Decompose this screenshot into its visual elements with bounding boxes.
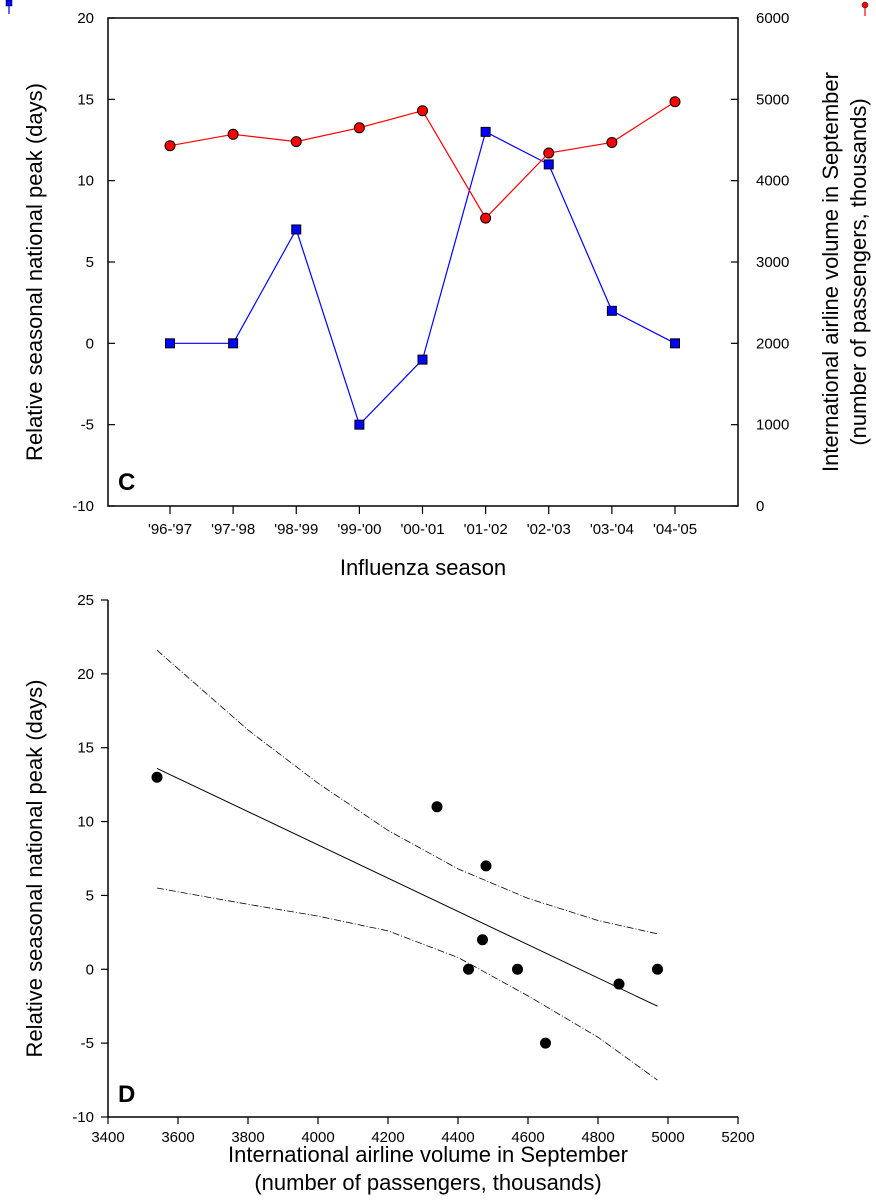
relative-peak-point — [417, 354, 428, 365]
airline-volume-point — [669, 96, 681, 108]
y-tick-label: 20 — [77, 666, 94, 683]
scatter-point — [540, 1037, 551, 1049]
right-y-axis-label-line2: (number of passengers, thousands) — [846, 98, 871, 445]
y-tick-label: 5 — [86, 887, 94, 904]
right-axis-legend-circle-marker — [861, 1, 869, 9]
series-relative-peak-line — [170, 130, 676, 426]
y-tick-label: 0 — [86, 961, 94, 978]
airline-volume-point — [290, 136, 302, 148]
right-y-tick-label: 3000 — [756, 254, 789, 271]
x-tick-label: '02-'03 — [527, 521, 571, 538]
confidence-band-lower — [156, 887, 658, 1081]
airline-volume-point — [543, 147, 555, 159]
x-tick-label: '97-'98 — [211, 521, 255, 538]
scatter-point — [652, 963, 663, 975]
relative-peak-point — [606, 305, 617, 316]
y-tick-label: 25 — [77, 592, 94, 609]
relative-peak-point — [165, 338, 175, 349]
left-y-tick-label: -5 — [81, 417, 94, 434]
left-y-tick-label: 5 — [86, 254, 94, 271]
scatter-point — [477, 934, 488, 946]
scatter-point — [480, 860, 492, 872]
airline-volume-point — [227, 128, 239, 140]
y-axis-label: Relative seasonal national peak (days) — [22, 680, 47, 1058]
right-y-tick-label: 5000 — [756, 91, 789, 108]
x-axis-label-line1: International airline volume in Septembe… — [228, 1142, 628, 1167]
x-tick-label: 4800 — [581, 1129, 614, 1146]
relative-peak-point — [291, 224, 302, 235]
x-tick-label: 3800 — [231, 1129, 264, 1146]
x-tick-label: 4400 — [441, 1129, 474, 1146]
right-y-tick-label: 1000 — [756, 417, 789, 434]
panel-letter: C — [118, 469, 135, 496]
left-y-tick-label: 0 — [86, 335, 94, 352]
scatter-point — [151, 771, 163, 783]
x-axis-label: Influenza season — [340, 555, 506, 580]
y-tick-label: 15 — [77, 740, 94, 757]
series-airline-volume-line — [169, 101, 676, 220]
airline-volume-point — [164, 140, 176, 152]
airline-volume-point — [417, 105, 428, 117]
right-y-tick-label: 4000 — [756, 173, 789, 190]
right-y-tick-label: 2000 — [756, 335, 789, 352]
regression-line — [156, 767, 658, 1007]
scatter-point — [431, 801, 443, 813]
relative-peak-point — [228, 338, 239, 349]
x-axis-label-line2: (number of passengers, thousands) — [254, 1170, 601, 1195]
panel-c-chart: -10 -5 0 5 10 15 20 0 1000 2000 3000 4000 5000 6000 '9… — [5, 0, 871, 580]
x-tick-label: '04-'05 — [653, 521, 697, 538]
right-y-tick-label: 0 — [756, 498, 764, 515]
confidence-band-upper — [156, 649, 658, 935]
left-y-tick-label: -10 — [72, 498, 94, 515]
x-tick-label: '96-'97 — [148, 521, 192, 538]
relative-peak-point — [670, 338, 680, 349]
relative-peak-point — [480, 126, 491, 137]
x-tick-label: '00-'01 — [400, 521, 444, 538]
x-tick-label: '99-'00 — [337, 521, 381, 538]
airline-volume-point — [606, 136, 618, 148]
scatter-point — [512, 963, 523, 975]
y-tick-label: -10 — [72, 1109, 94, 1126]
x-tick-label: 5000 — [651, 1129, 684, 1146]
right-y-tick-label: 6000 — [756, 10, 789, 27]
panel-letter: D — [118, 1081, 135, 1108]
x-tick-label: 4000 — [301, 1129, 334, 1146]
x-tick-label: 5200 — [721, 1129, 754, 1146]
x-tick-label: 4600 — [511, 1129, 544, 1146]
left-y-axis-label: Relative seasonal national peak (days) — [22, 83, 47, 461]
airline-volume-point — [480, 212, 492, 224]
y-tick-label: 10 — [77, 814, 94, 831]
left-y-tick-label: 20 — [77, 10, 94, 27]
scatter-point — [613, 978, 625, 990]
right-y-axis-label-line1: International airline volume in Septembe… — [818, 72, 843, 472]
plot-frame — [107, 17, 739, 507]
x-tick-label: '03-'04 — [590, 521, 634, 538]
x-tick-label: '98-'99 — [274, 521, 318, 538]
relative-peak-point — [543, 159, 554, 170]
x-tick-label: 3400 — [91, 1129, 124, 1146]
x-tick-label: 3600 — [161, 1129, 194, 1146]
left-y-tick-label: 10 — [77, 173, 94, 190]
left-axis-legend-square-marker — [5, 0, 13, 7]
panel-d-chart: -10 -5 0 5 10 15 20 25 3400 3600 3800 4000 4200 4400 4… — [22, 592, 755, 1195]
relative-peak-point — [354, 419, 365, 430]
left-y-tick-label: 15 — [77, 91, 94, 108]
x-tick-label: 4200 — [371, 1129, 404, 1146]
airline-volume-point — [353, 122, 365, 134]
x-tick-label: '01-'02 — [464, 521, 508, 538]
scatter-point — [463, 963, 474, 975]
y-tick-label: -5 — [81, 1035, 94, 1052]
